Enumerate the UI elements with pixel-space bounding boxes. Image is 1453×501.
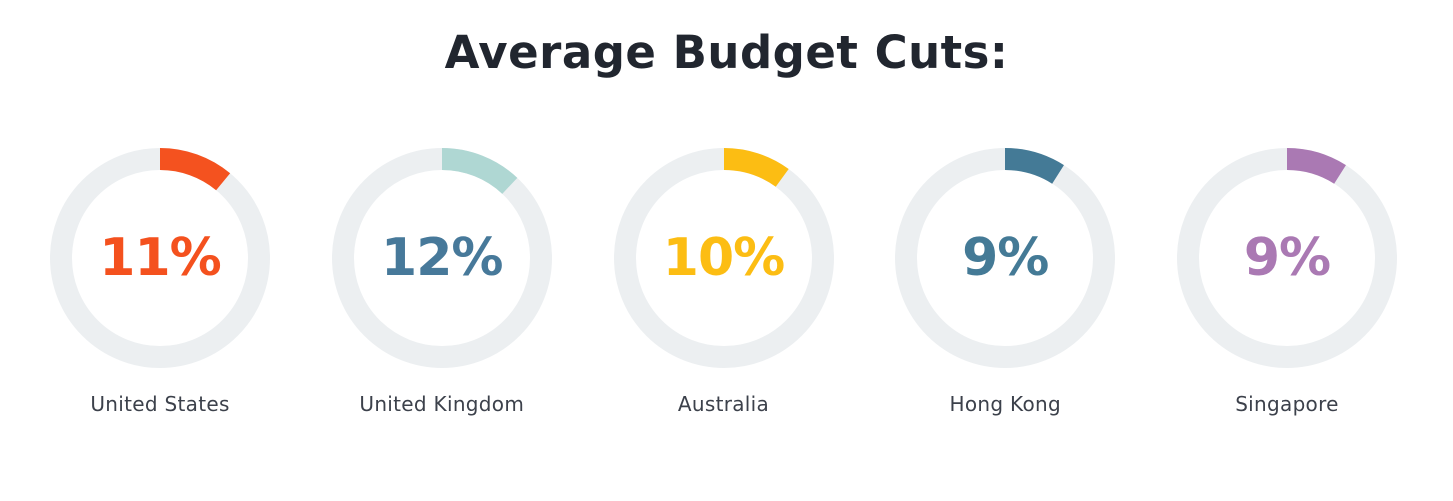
- donut-value-arc: [613, 148, 834, 368]
- donut-charts-row: 11% United States 12% United Kingdom 10%…: [0, 148, 1453, 416]
- donut-ring-wrap: 11%: [50, 148, 270, 368]
- donut-chart: 9% Hong Kong: [895, 148, 1116, 416]
- donut-value-arc: [1177, 148, 1397, 368]
- donut-percent-value: 10%: [662, 228, 785, 288]
- donut-percent-value: 9%: [1243, 228, 1331, 288]
- donut-country-label: United Kingdom: [359, 392, 525, 416]
- donut-ring: [613, 148, 834, 368]
- donut-ring-wrap: 9%: [895, 148, 1116, 368]
- donut-ring: [1177, 148, 1397, 368]
- donut-ring-wrap: 12%: [331, 148, 552, 368]
- donut-ring-wrap: 10%: [613, 148, 834, 368]
- donut-value-arc: [50, 148, 270, 368]
- donut-country-label: Australia: [677, 392, 770, 416]
- donut-ring: [331, 148, 552, 368]
- donut-chart: 10% Australia: [613, 148, 834, 416]
- donut-value-arc: [895, 148, 1116, 368]
- donut-country-label: Singapore: [1235, 392, 1339, 416]
- donut-country-label: Hong Kong: [949, 392, 1061, 416]
- donut-percent-value: 12%: [381, 228, 503, 288]
- chart-title: Average Budget Cuts:: [444, 26, 1009, 79]
- donut-value-arc: [331, 148, 552, 368]
- donut-ring: [895, 148, 1116, 368]
- donut-chart: 12% United Kingdom: [331, 148, 552, 416]
- donut-ring: [50, 148, 270, 368]
- donut-chart: 11% United States: [50, 148, 270, 416]
- donut-percent-value: 9%: [962, 228, 1049, 288]
- donut-country-label: United States: [90, 392, 230, 416]
- budget-cuts-infographic: Average Budget Cuts: 11% United States 1…: [0, 26, 1453, 416]
- donut-chart: 9% Singapore: [1177, 148, 1397, 416]
- donut-ring-wrap: 9%: [1177, 148, 1397, 368]
- donut-percent-value: 11%: [99, 228, 221, 288]
